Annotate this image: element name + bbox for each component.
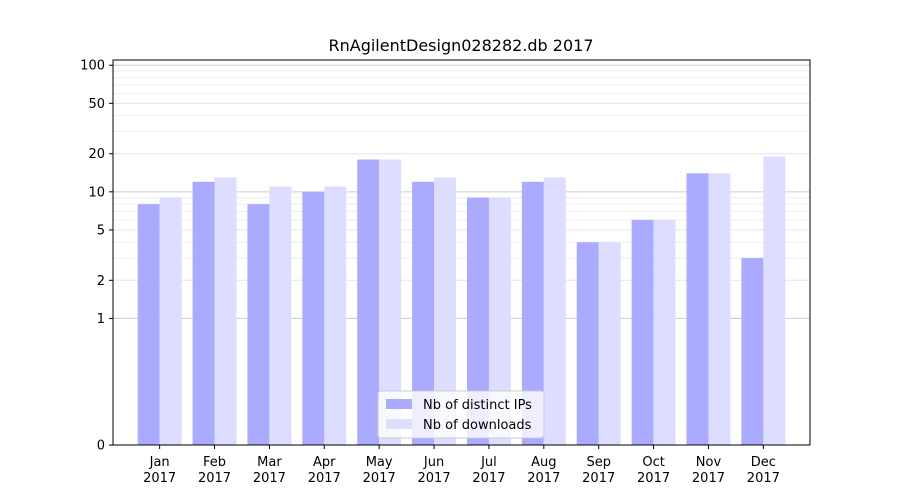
bar-distinct-ips xyxy=(137,204,160,445)
bar-distinct-ips xyxy=(631,219,654,445)
bar-downloads xyxy=(708,173,731,445)
x-tick-label-month: Aug xyxy=(531,455,556,470)
bar-downloads xyxy=(269,186,292,446)
plot-frame xyxy=(112,59,811,446)
x-tick-label-year: 2017 xyxy=(692,471,725,486)
bar-downloads xyxy=(598,242,621,445)
x-tick-label-month: Dec xyxy=(751,455,776,470)
x-tick-label-year: 2017 xyxy=(198,471,231,486)
x-tick-label-month: May xyxy=(366,455,393,470)
y-tick-label: 10 xyxy=(88,185,105,200)
y-tick-label: 100 xyxy=(80,59,105,74)
bar-distinct-ips xyxy=(357,159,380,445)
bar-distinct-ips xyxy=(412,181,435,445)
x-tick-label-month: Oct xyxy=(642,455,664,470)
bar-distinct-ips xyxy=(466,197,489,445)
y-tick-label: 2 xyxy=(97,274,105,289)
x-tick-label-year: 2017 xyxy=(418,471,451,486)
bar-downloads xyxy=(324,186,347,446)
x-tick-label-year: 2017 xyxy=(308,471,341,486)
bars xyxy=(137,156,786,446)
x-tick-label-year: 2017 xyxy=(582,471,615,486)
bar-downloads xyxy=(488,197,511,445)
bar-downloads xyxy=(379,159,402,445)
bar-distinct-ips xyxy=(521,181,544,445)
x-tick-label-month: Mar xyxy=(257,455,282,470)
x-tick-label-year: 2017 xyxy=(363,471,396,486)
x-tick-label-month: Apr xyxy=(313,455,336,470)
x-tick-label-year: 2017 xyxy=(143,471,176,486)
x-tick-label-year: 2017 xyxy=(472,471,505,486)
x-tick-label-year: 2017 xyxy=(253,471,286,486)
bar-distinct-ips xyxy=(247,204,270,445)
y-tick-label: 1 xyxy=(97,312,105,327)
bar-distinct-ips xyxy=(302,191,325,445)
legend-swatch xyxy=(386,399,412,409)
x-tick-label-month: Feb xyxy=(203,455,226,470)
bar-distinct-ips xyxy=(576,242,599,445)
x-tick-label-year: 2017 xyxy=(747,471,780,486)
y-tick-label: 5 xyxy=(97,223,105,238)
bar-distinct-ips xyxy=(192,181,215,445)
y-tick-label: 20 xyxy=(88,147,105,162)
y-tick-label: 0 xyxy=(97,439,105,454)
y-tick-label: 50 xyxy=(88,97,105,112)
x-tick-label-month: Jul xyxy=(480,455,497,470)
y-axis: 0 1 2 5 10 20 50 100 xyxy=(80,59,113,454)
bar-downloads xyxy=(763,156,786,446)
legend-box xyxy=(377,390,545,439)
x-tick-label-month: Nov xyxy=(696,455,722,470)
x-tick-label-month: Jan xyxy=(149,455,170,470)
bar-downloads xyxy=(159,197,182,445)
x-tick-label-year: 2017 xyxy=(527,471,560,486)
legend-label: Nb of downloads xyxy=(423,418,532,433)
bar-downloads xyxy=(543,177,566,446)
x-tick-label-year: 2017 xyxy=(637,471,670,486)
bar-distinct-ips xyxy=(741,258,764,445)
bar-downloads xyxy=(653,219,676,445)
bar-downloads xyxy=(434,177,457,446)
bar-downloads xyxy=(214,177,237,446)
x-tick-label-month: Jun xyxy=(423,455,444,470)
legend-swatch xyxy=(386,419,412,429)
x-axis: Jan2017Feb2017Mar2017Apr2017May2017Jun20… xyxy=(143,445,780,486)
bar-distinct-ips xyxy=(686,173,709,445)
chart-title: RnAgilentDesign028282.db 2017 xyxy=(328,36,593,55)
legend: Nb of distinct IPs Nb of downloads xyxy=(377,390,545,439)
x-tick-label-month: Sep xyxy=(586,455,611,470)
legend-label: Nb of distinct IPs xyxy=(423,398,532,413)
